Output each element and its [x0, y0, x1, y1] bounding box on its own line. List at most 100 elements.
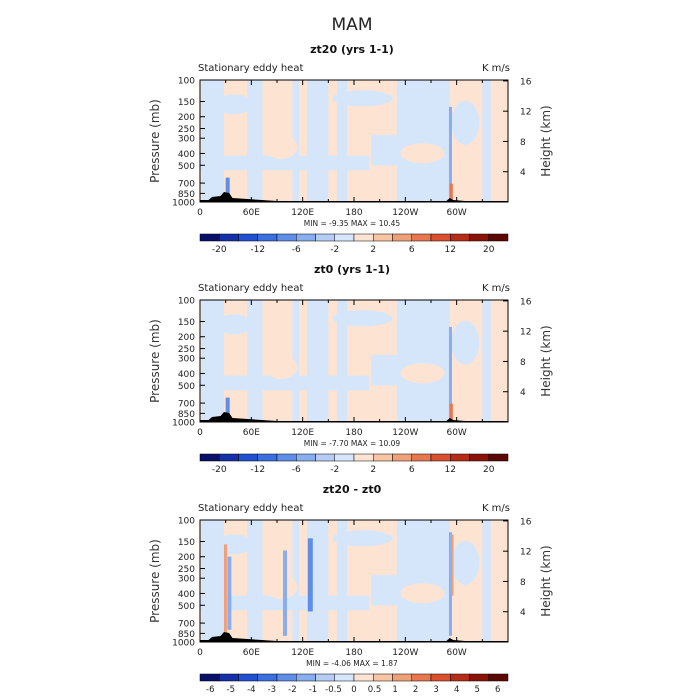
negative-feature [448, 326, 452, 419]
contour-field [200, 80, 508, 202]
colorbar-box [411, 673, 432, 682]
x-tick-label: 60E [243, 208, 260, 218]
colorbar-box [353, 453, 374, 462]
colorbar-box [469, 233, 489, 242]
y-tick-label: 150 [178, 538, 195, 548]
colorbar-box [450, 233, 470, 242]
y-tick-label: 300 [178, 355, 195, 365]
y-tick-label: 200 [178, 553, 195, 563]
terrain-mask [200, 192, 508, 202]
y-tick-label: 300 [178, 575, 195, 585]
colorbar-label: -6 [292, 465, 301, 475]
negative-feature [225, 177, 230, 200]
x-tick-label: 0 [197, 208, 203, 218]
variable-label: Stationary eddy heat [198, 63, 303, 74]
colorbar-box [334, 673, 355, 682]
negative-region [482, 520, 491, 642]
colorbar-box [392, 233, 412, 242]
positive-feature [223, 544, 227, 636]
colorbar-box [469, 673, 489, 682]
y-tick-label: 150 [178, 98, 195, 108]
colorbar-box [296, 233, 316, 242]
y-axis-title: Pressure (mb) [148, 319, 162, 403]
negative-region [336, 80, 348, 202]
positive-region [265, 355, 298, 380]
height-tick-label: 12 [520, 328, 531, 338]
positive-feature [451, 534, 454, 596]
colorbar-label: 2 [413, 685, 418, 695]
colorbar-box [238, 233, 258, 242]
panel-1: zt20 (yrs 1-1) Stationary eddy heat K m/s 0… [148, 43, 553, 255]
colorbar-box [257, 673, 278, 682]
y-tick-label: 1000 [172, 419, 195, 429]
height-tick-label: 16 [520, 297, 532, 307]
panel-title: zt20 - zt0 [323, 483, 382, 496]
negative-region [451, 540, 480, 585]
colorbar-label: -1 [309, 685, 317, 695]
colorbar-label: 12 [445, 245, 456, 255]
y-tick-label: 100 [178, 77, 195, 87]
colorbar-box [238, 453, 258, 462]
units-label: K m/s [482, 503, 510, 514]
panel-title: zt20 (yrs 1-1) [310, 43, 394, 56]
colorbar-label: 6 [409, 465, 415, 475]
colorbar-box [488, 673, 509, 682]
height-tick-label: 16 [520, 77, 532, 87]
y-tick-label: 250 [178, 565, 195, 575]
y-tick-label: 100 [178, 517, 195, 527]
y-tick-label: 200 [178, 113, 195, 123]
y-tick-label: 250 [178, 125, 195, 135]
figure-title: MAM [332, 15, 373, 35]
colorbar-box [257, 233, 278, 242]
colorbar-box [469, 453, 489, 462]
negative-region [332, 530, 393, 547]
x-tick-label: 0 [197, 428, 203, 438]
negative-feature [282, 550, 287, 636]
negative-region [247, 80, 263, 202]
colorbar-box [373, 673, 393, 682]
x-tick-label: 0 [197, 648, 203, 658]
negative-region [482, 80, 491, 202]
y-axis-title: Pressure (mb) [148, 539, 162, 623]
colorbar-box [296, 673, 316, 682]
x-tick-label: 120E [291, 648, 314, 658]
colorbar-label: 4 [454, 685, 459, 695]
y-tick-label: 500 [178, 162, 195, 172]
y-axis-title-right: Height (km) [539, 105, 553, 176]
colorbar-label: 20 [483, 245, 495, 255]
x-tick-label: 180 [345, 648, 362, 658]
colorbar-box [450, 673, 470, 682]
colorbar-box [373, 453, 393, 462]
colorbar-box [334, 453, 355, 462]
colorbar-label: 12 [445, 465, 456, 475]
colorbar-label: 6 [495, 685, 500, 695]
positive-region [400, 363, 445, 384]
x-tick-label: 180 [345, 428, 362, 438]
min-max-label: MIN = -7.70 MAX = 10.09 [304, 439, 401, 448]
terrain-mask [200, 632, 508, 642]
y-axis-title: Pressure (mb) [148, 99, 162, 183]
x-tick-label: 180 [345, 208, 362, 218]
y-tick-label: 200 [178, 333, 195, 343]
negative-region [216, 94, 253, 115]
negative-region [292, 80, 300, 202]
y-tick-label: 700 [178, 620, 195, 630]
min-max-label: MIN = -4.06 MAX = 1.87 [306, 659, 398, 668]
colorbar-box [353, 233, 374, 242]
y-tick-label: 150 [178, 318, 195, 328]
y-tick-label: 500 [178, 602, 195, 612]
negative-region [292, 300, 300, 422]
negative-region [306, 300, 329, 422]
colorbar-label: 6 [409, 245, 415, 255]
x-tick-label: 120W [392, 648, 418, 658]
panel-title: zt0 (yrs 1-1) [314, 263, 390, 276]
units-label: K m/s [482, 63, 510, 74]
colorbar-box [238, 673, 258, 682]
colorbar-label: -3 [268, 685, 276, 695]
colorbar-box [257, 453, 278, 462]
colorbar-box [276, 453, 297, 462]
colorbar-box [411, 233, 432, 242]
units-label: K m/s [482, 283, 510, 294]
colorbar-box [392, 673, 412, 682]
negative-region [336, 520, 348, 642]
